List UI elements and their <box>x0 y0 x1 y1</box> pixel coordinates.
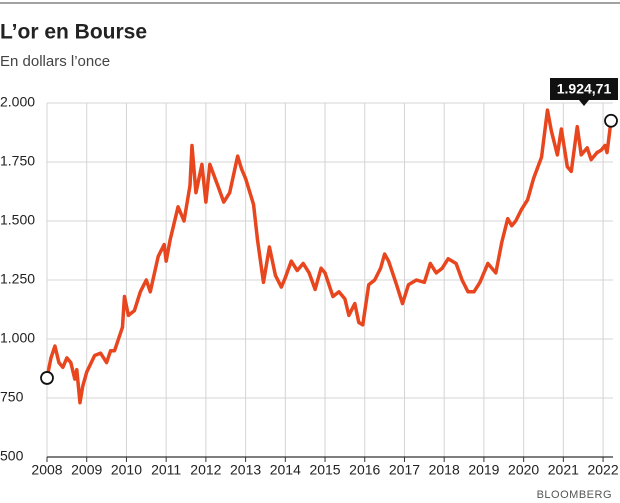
end-marker <box>40 371 54 385</box>
value-label-pointer <box>579 100 589 106</box>
x-tick-label: 2010 <box>111 462 142 478</box>
x-tick-label: 2017 <box>389 462 420 478</box>
x-tick-label: 2021 <box>548 462 579 478</box>
x-tick-label: 2012 <box>190 462 221 478</box>
source: BLOOMBERG <box>537 489 612 501</box>
y-tick-label: 750 <box>0 389 24 405</box>
value-label-box <box>550 78 618 100</box>
y-tick-label: 1.500 <box>0 212 35 228</box>
x-tick-label: 2015 <box>309 462 340 478</box>
x-tick-label: 2008 <box>31 462 62 478</box>
x-tick-label: 2018 <box>429 462 460 478</box>
x-tick-label: 2014 <box>270 462 301 478</box>
value-label: 1.924,71 <box>557 81 612 97</box>
x-tick-label: 2009 <box>71 462 102 478</box>
end-marker <box>604 113 618 128</box>
x-tick-label: 2011 <box>151 462 181 478</box>
y-tick-label: 1.750 <box>0 153 35 169</box>
y-tick-label: 1.000 <box>0 330 35 346</box>
chart-title: L’or en Bourse <box>0 21 147 44</box>
y-tick-label: 2.000 <box>0 94 35 110</box>
x-tick-label: 2016 <box>349 462 380 478</box>
chart-subtitle: En dollars l’once <box>0 53 110 70</box>
price-line <box>45 108 613 405</box>
x-tick-label: 2019 <box>468 462 499 478</box>
y-tick-label: 1.250 <box>0 271 35 287</box>
y-tick-label: 500 <box>0 448 24 464</box>
x-tick-label: 2022 <box>587 462 618 478</box>
x-tick-label: 2020 <box>508 462 539 478</box>
x-tick-label: 2013 <box>230 462 261 478</box>
